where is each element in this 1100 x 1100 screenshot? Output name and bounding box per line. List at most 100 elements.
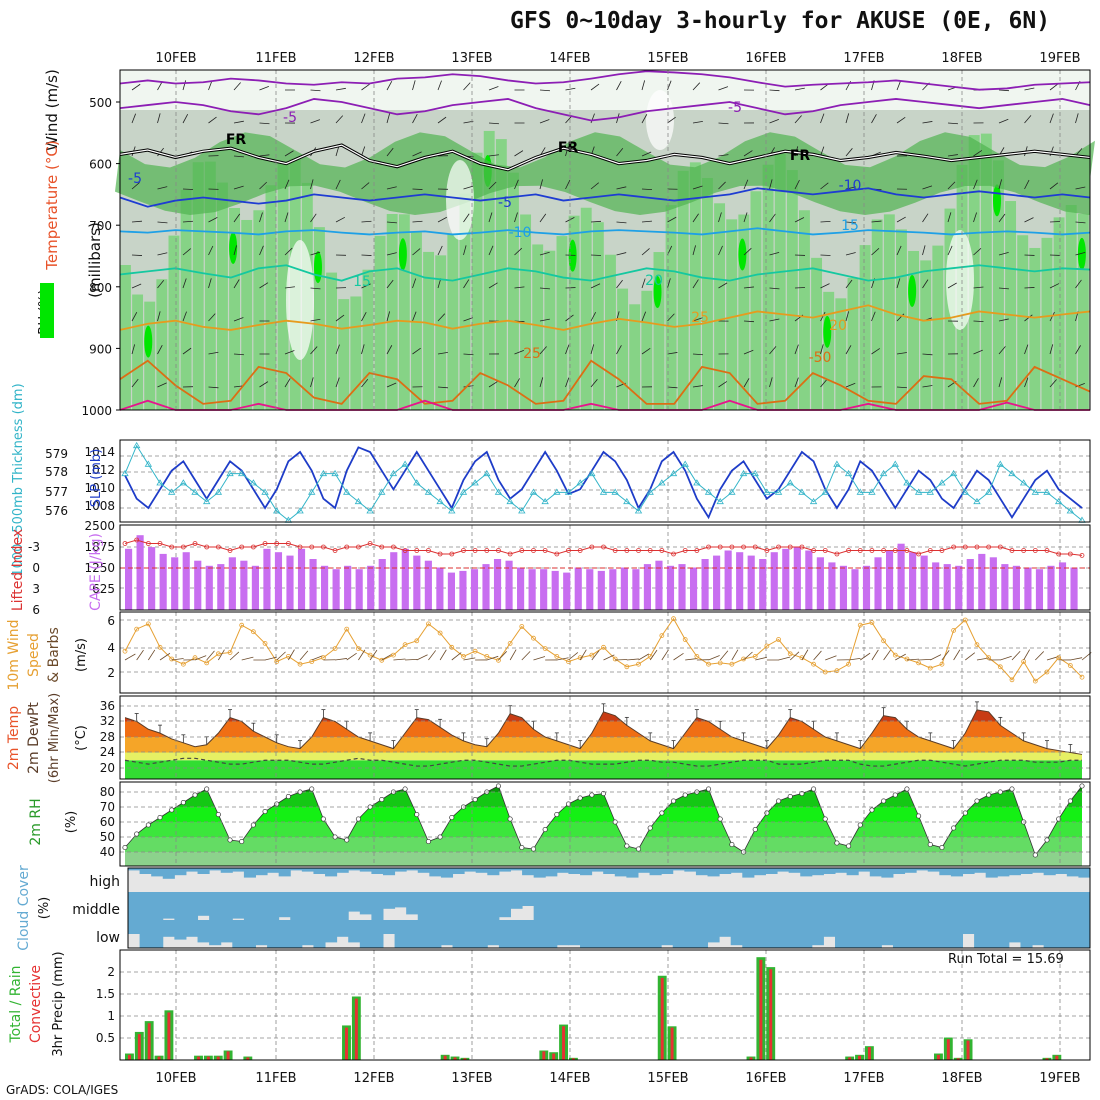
rh2m-point [402, 786, 408, 792]
cloud-bar [869, 892, 882, 920]
upper-wind-barb [488, 381, 498, 388]
cape-bar [643, 564, 652, 610]
rh-saturated-cell [144, 325, 153, 358]
cloud-bar [962, 920, 975, 934]
cloud-bar [568, 868, 581, 874]
li-point [332, 548, 338, 553]
wind10-point [344, 626, 350, 632]
thickness-point [681, 460, 689, 467]
cloud-bar [487, 920, 500, 946]
pressure-tick: 900 [89, 342, 112, 356]
upper-wind-barb [667, 80, 672, 91]
rh2m-point [659, 810, 665, 816]
li-point [881, 548, 886, 553]
cloud-bar [568, 892, 581, 920]
wind10-barb [451, 652, 462, 661]
cloud-bar [765, 868, 778, 874]
rh2m-point [916, 813, 922, 819]
thickness-point [1019, 479, 1028, 486]
upper-wind-barb [794, 377, 799, 388]
wind10-barb [533, 656, 546, 661]
rh-legend-swatch [40, 283, 54, 338]
upper-wind-barb [718, 122, 729, 125]
cloud-bar [661, 892, 674, 920]
upper-wind-barb [590, 83, 600, 91]
upper-wind-barb [871, 220, 882, 223]
cloud-bar [939, 868, 952, 876]
rh-moist-column [520, 214, 532, 410]
upper-wind-barb [616, 252, 627, 256]
wind10-point [227, 650, 233, 655]
slp-tick: 1014 [84, 445, 115, 459]
li-point [1009, 548, 1015, 553]
slp-tick: 1010 [84, 481, 115, 495]
upper-wind-barb [208, 351, 219, 355]
li-point [671, 551, 676, 557]
rh-moist-column [568, 215, 580, 410]
cape-bar [251, 565, 259, 610]
upper-wind-barb [1024, 115, 1032, 124]
rh-moist-column [338, 299, 350, 410]
cloud-bar [464, 868, 477, 872]
thickness-point [1008, 469, 1016, 477]
cloud-bar [464, 892, 477, 920]
wind10-barb [299, 650, 309, 661]
upper-wind-barb [667, 352, 678, 355]
contour-label: -5 [283, 110, 297, 126]
wind10-tick: 2 [107, 666, 115, 680]
wind10-point [916, 660, 922, 666]
upper-wind-barb [386, 147, 394, 157]
cape-bar [793, 547, 801, 610]
thickness-point [728, 488, 736, 495]
precip-panel [120, 950, 1090, 1060]
rh2m-point [1079, 783, 1085, 789]
cloud-bar [858, 920, 871, 948]
temp-band [125, 768, 1082, 779]
cloud-bar [1078, 868, 1091, 878]
panel-frames [119, 69, 1091, 1061]
upper-wind-barb [565, 87, 576, 91]
upper-wind-barb [1024, 87, 1035, 91]
rh-saturated-cell [653, 276, 662, 309]
cape-bar [401, 548, 409, 610]
upper-wind-barb [208, 313, 216, 322]
rh-moist-column [835, 298, 847, 410]
upper-wind-barb [463, 213, 470, 223]
li-point [986, 544, 992, 550]
cape-bar [782, 548, 790, 610]
thickness-tick: 576 [45, 504, 68, 518]
cloud-bar [1043, 868, 1056, 876]
wind10-point [250, 629, 256, 635]
li-point [577, 548, 583, 553]
wind10-barb [941, 650, 950, 661]
upper-wind-barb [769, 318, 780, 322]
cloud-bar [580, 920, 593, 948]
rh-saturated-cell [398, 238, 407, 271]
thickness-point [798, 488, 806, 495]
li-tick: 0 [32, 561, 40, 575]
cape-bar [424, 560, 432, 610]
upper-wind-barb [845, 186, 856, 190]
cape-bar [217, 564, 225, 610]
cloud-bar [440, 892, 454, 920]
precip-conv-bar [867, 1047, 871, 1060]
upper-wind-barb [361, 113, 366, 124]
thickness-point [483, 469, 491, 477]
upper-wind-barb [1075, 221, 1086, 224]
upper-wind-barb [463, 317, 474, 322]
wind10-barb [579, 649, 587, 661]
cloud-bar [174, 920, 187, 940]
cloud-bar [382, 892, 396, 909]
cloud-bar [371, 868, 384, 874]
rh2m-band [125, 837, 1082, 852]
li-point [741, 544, 746, 550]
thickness-point [611, 488, 619, 495]
wind10-point [881, 638, 886, 644]
cloud-bar [962, 868, 975, 874]
upper-wind-barb [718, 245, 723, 256]
wind10-point [180, 661, 186, 667]
upper-wind-barb [641, 347, 651, 355]
upper-wind-barb [692, 385, 703, 388]
upper-wind-barb [437, 313, 446, 322]
wind10-point [1032, 678, 1038, 684]
